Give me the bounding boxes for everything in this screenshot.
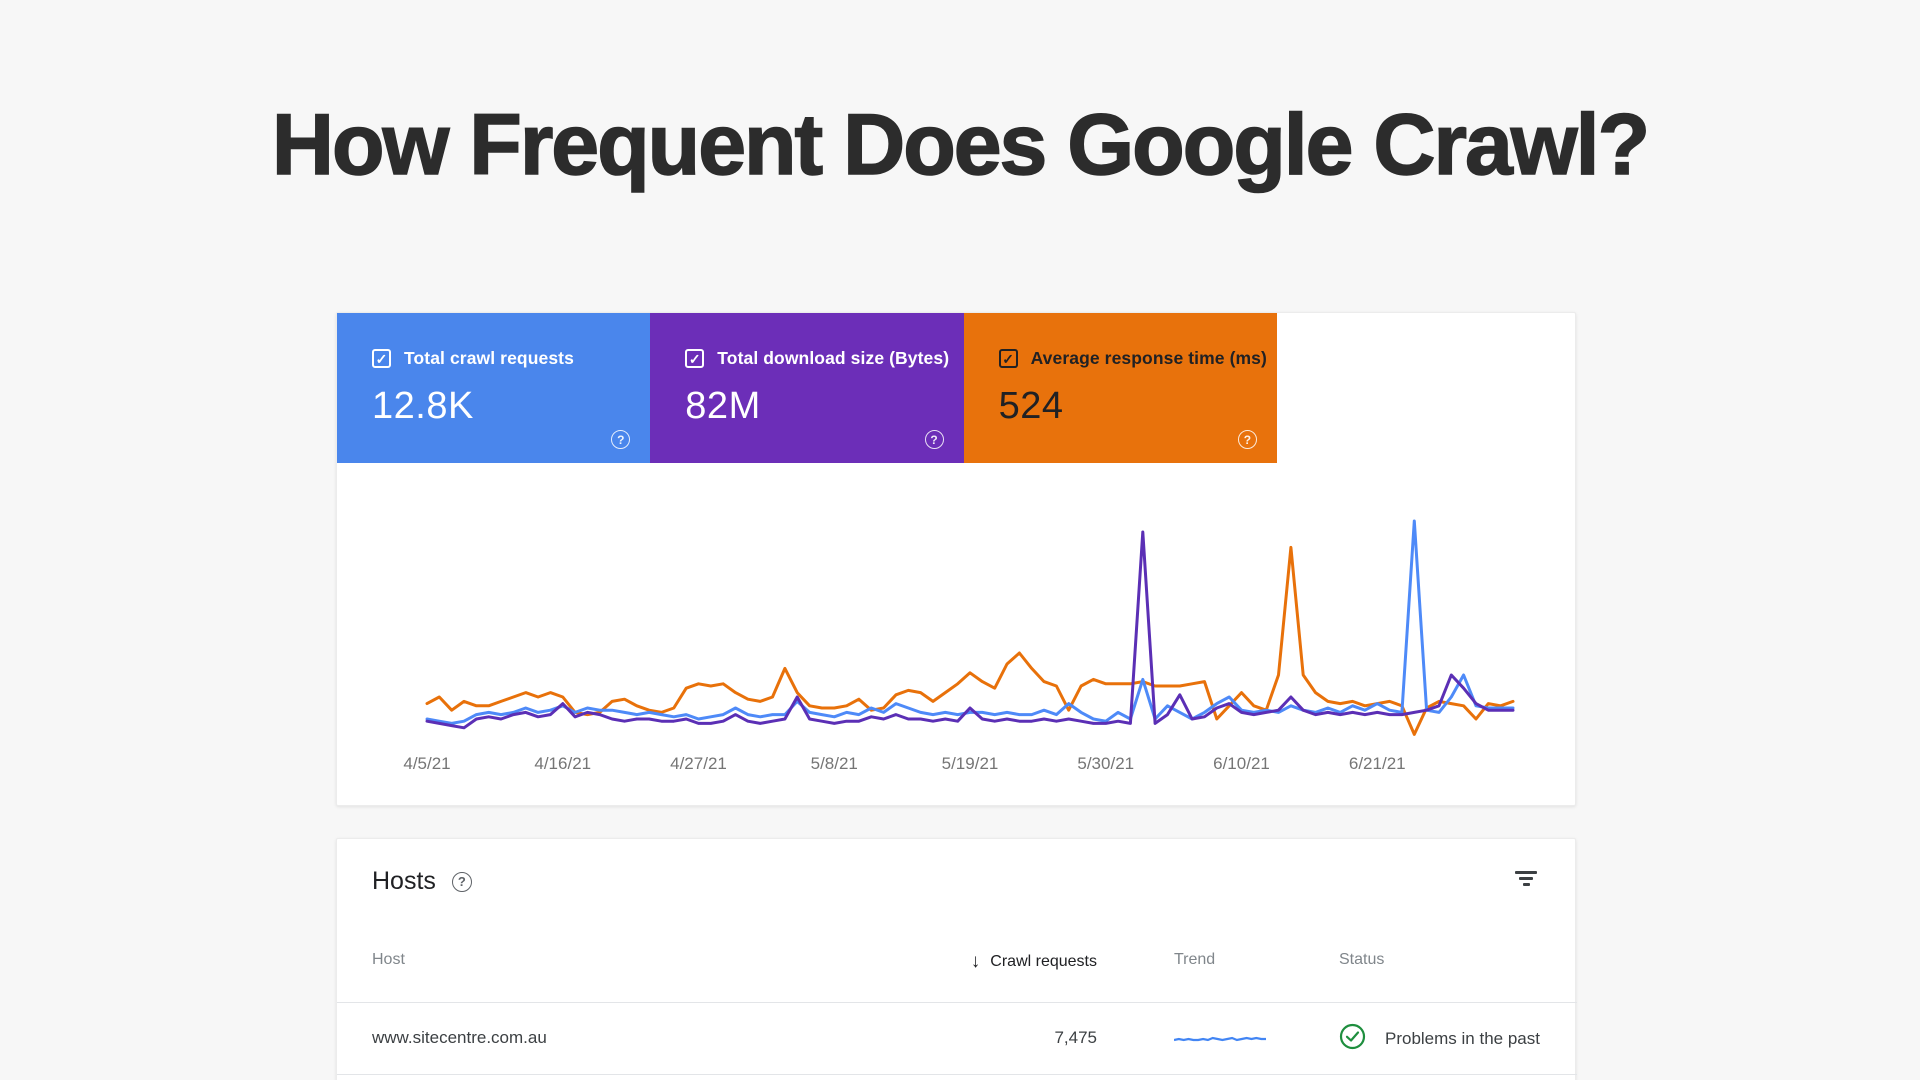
filter-bar (1522, 883, 1530, 886)
hosts-title: Hosts (372, 867, 436, 895)
card-value: 12.8K (372, 385, 474, 427)
column-header-status: Status (1339, 951, 1385, 968)
check-glyph: ✓ (1002, 350, 1014, 367)
card-header: ✓ Average response time (ms) (998, 348, 1267, 369)
sort-descending-icon: ↓ (970, 951, 981, 972)
checkbox-checked-icon[interactable]: ✓ (685, 349, 705, 368)
x-axis-tick-label: 5/19/21 (941, 754, 999, 773)
crawl-requests-cell: 7,475 (1054, 1028, 1097, 1047)
chart-line-crawl-requests (425, 519, 1515, 725)
x-axis-tick-label: 4/5/21 (403, 754, 451, 773)
card-value: 524 (998, 385, 1064, 427)
x-axis-tick-label: 4/16/21 (534, 754, 592, 773)
help-icon[interactable]: ? (924, 430, 944, 449)
check-glyph: ✓ (688, 350, 701, 367)
card-label: Total crawl requests (404, 348, 574, 368)
divider (337, 1074, 1577, 1075)
column-header-host: Host (372, 951, 405, 968)
filter-bar (1519, 877, 1533, 880)
crawl-stats-chart: 4/5/21 4/16/21 4/27/21 5/8/21 5/19/21 5/30/21… (337, 463, 1577, 807)
chart-lines-svg (425, 519, 1515, 736)
sparkline-svg (1173, 1036, 1266, 1042)
status-badge: Problems in the past (1385, 1028, 1540, 1048)
column-header-label: Crawl requests (990, 953, 1097, 970)
column-header-crawl-requests[interactable]: ↓ Crawl requests (971, 951, 1097, 973)
chart-line-response-time (425, 545, 1515, 736)
card-header: ✓ Total download size (Bytes) (685, 348, 949, 369)
check-circle-icon (1339, 1023, 1366, 1050)
x-axis-tick-label: 5/30/21 (1077, 754, 1135, 773)
help-icon[interactable]: ? (451, 871, 472, 892)
chart-line-download-size (425, 530, 1515, 730)
filter-icon[interactable] (1515, 871, 1537, 887)
card-total-crawl-requests[interactable]: ✓ Total crawl requests 12.8K ? (337, 313, 651, 463)
checkbox-checked-icon[interactable]: ✓ (372, 349, 391, 368)
help-icon[interactable]: ? (611, 430, 631, 449)
crawl-stats-panel: ✓ Total crawl requests 12.8K ? ✓ Total d… (336, 312, 1576, 806)
card-header: ✓ Total crawl requests (372, 348, 574, 369)
host-cell[interactable]: www.sitecentre.com.au (372, 1028, 547, 1047)
hosts-panel: Hosts ? Host ↓ Crawl requests Trend Stat… (336, 838, 1577, 1080)
card-average-response-time[interactable]: ✓ Average response time (ms) 524 ? (963, 313, 1277, 463)
page-title: How Frequent Does Google Crawl? (271, 96, 1651, 194)
card-value: 82M (685, 385, 761, 427)
table-row[interactable]: www.sitecentre.com.au 7,475 Problems in … (337, 1023, 1577, 1053)
x-axis-tick-label: 6/21/21 (1348, 754, 1406, 773)
metric-cards: ✓ Total crawl requests 12.8K ? ✓ Total d… (337, 313, 1277, 463)
status-cell: Problems in the past (1339, 1023, 1540, 1050)
card-label: Average response time (ms) (1030, 348, 1267, 368)
hosts-table-header: Host ↓ Crawl requests Trend Status (337, 951, 1577, 975)
filter-bar (1515, 871, 1537, 874)
column-header-trend: Trend (1174, 951, 1216, 968)
check-glyph: ✓ (375, 350, 388, 367)
sparkline-path (1173, 1036, 1266, 1042)
x-axis-tick-label: 6/10/21 (1213, 754, 1270, 773)
card-label: Total download size (Bytes) (717, 348, 950, 368)
divider (337, 1002, 1577, 1003)
x-axis-tick-label: 5/8/21 (810, 754, 858, 773)
checkbox-checked-icon[interactable]: ✓ (998, 349, 1018, 368)
x-axis-tick-label: 4/27/21 (670, 754, 727, 773)
help-icon[interactable]: ? (1237, 430, 1257, 449)
card-total-download-size[interactable]: ✓ Total download size (Bytes) 82M ? (650, 313, 964, 463)
trend-sparkline (1173, 1031, 1266, 1052)
